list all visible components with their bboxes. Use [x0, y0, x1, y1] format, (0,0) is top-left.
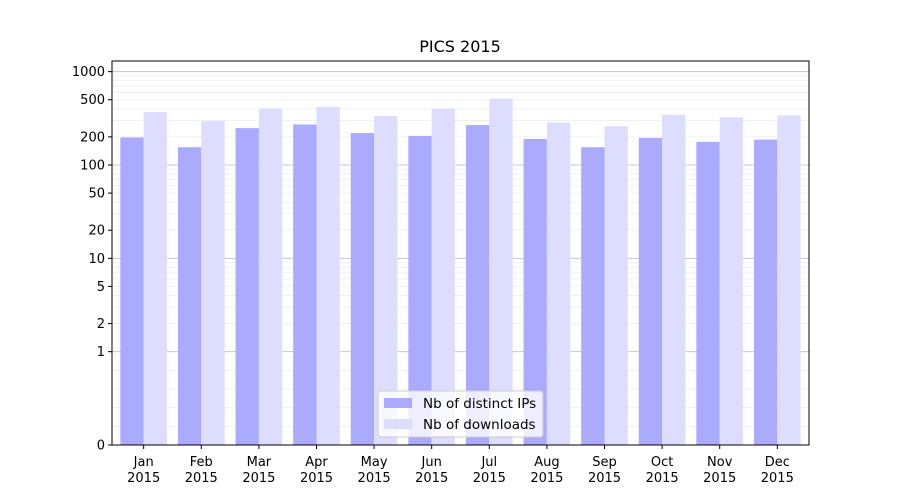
bar-downloads [777, 115, 801, 446]
x-tick-label-year: 2015 [646, 471, 679, 486]
bar-distinct-ips [350, 133, 375, 445]
bar-downloads [489, 98, 513, 445]
x-tick-label-month: Dec [765, 455, 790, 470]
bar-downloads [143, 111, 168, 445]
bar-distinct-ips [120, 137, 144, 445]
x-tick-label-month: Jan [133, 455, 154, 470]
bar-distinct-ips [465, 125, 490, 445]
x-tick-label-year: 2015 [530, 471, 563, 486]
bar-downloads [258, 108, 283, 445]
x-tick-label-month: Oct [651, 455, 673, 470]
bars [120, 98, 801, 446]
y-tick-label: 2 [97, 317, 105, 332]
x-tick-label-year: 2015 [473, 471, 506, 486]
y-tick-label: 1 [97, 345, 105, 360]
bar-distinct-ips [638, 137, 663, 445]
legend-swatch [384, 398, 412, 408]
bar-distinct-ips [293, 124, 317, 445]
x-tick-label-year: 2015 [300, 471, 333, 486]
y-tick-label: 100 [80, 158, 105, 173]
y-tick-label: 0 [97, 439, 105, 454]
y-tick-label: 10 [88, 252, 105, 267]
legend-label: Nb of distinct IPs [423, 396, 536, 412]
x-tick-label-month: Mar [247, 455, 272, 470]
x-tick-label-year: 2015 [127, 471, 160, 486]
legend-swatch [384, 419, 412, 429]
plot-frame [111, 60, 810, 446]
x-tick-label-month: Jun [421, 455, 442, 470]
x-tick-label-month: Sep [592, 455, 617, 470]
y-tick-label: 20 [88, 224, 105, 239]
bar-distinct-ips [753, 139, 778, 445]
x-tick-label-month: Apr [305, 455, 328, 470]
bar-downloads [431, 108, 456, 445]
bar-distinct-ips [581, 147, 605, 445]
legend: Nb of distinct IPs Nb of downloads [377, 390, 544, 438]
x-tick-label-month: Aug [534, 455, 559, 470]
bar-distinct-ips [235, 128, 259, 445]
bar-downloads [201, 121, 225, 446]
chart-title: PICS 2015 [419, 37, 501, 56]
axes [111, 60, 810, 446]
legend-box [377, 390, 544, 438]
y-tick-label: 500 [80, 93, 105, 108]
x-tick-label-month: Feb [190, 455, 213, 470]
bar-distinct-ips [177, 147, 202, 445]
x-tick-label-year: 2015 [703, 471, 736, 486]
bar-downloads [316, 106, 340, 445]
x-tick-label-year: 2015 [185, 471, 218, 486]
bar-distinct-ips [523, 138, 547, 446]
x-tick-label-year: 2015 [588, 471, 621, 486]
bar-distinct-ips [696, 141, 720, 445]
legend-label: Nb of downloads [423, 417, 536, 433]
ticks: Jan2015Feb2015Mar2015Apr2015May2015Jun20… [72, 65, 794, 486]
bar-downloads [546, 122, 571, 445]
x-tick-label-year: 2015 [242, 471, 275, 486]
bar-downloads [719, 117, 744, 445]
bar-distinct-ips [408, 135, 432, 445]
x-tick-label-month: May [361, 455, 388, 470]
x-tick-label-year: 2015 [358, 471, 391, 486]
x-tick-label-month: Nov [707, 455, 733, 470]
y-tick-label: 200 [80, 130, 105, 145]
bar-downloads [662, 114, 686, 446]
x-tick-label-month: Jul [480, 455, 497, 470]
x-tick-label-year: 2015 [761, 471, 794, 486]
y-tick-label: 1000 [72, 65, 105, 80]
y-tick-label: 50 [88, 187, 105, 202]
x-tick-label-year: 2015 [415, 471, 448, 486]
bar-downloads [604, 126, 628, 446]
bar-downloads [374, 115, 398, 445]
y-tick-label: 5 [97, 280, 105, 295]
